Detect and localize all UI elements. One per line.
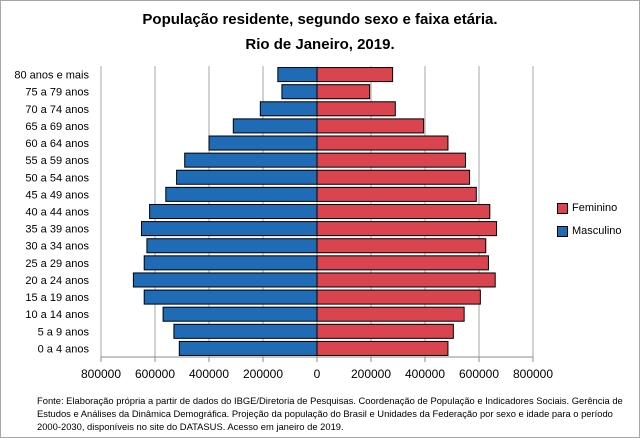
bar-feminino <box>316 101 396 117</box>
category-label: 45 a 49 anos <box>25 189 89 201</box>
source-note: Fonte: Elaboração própria a partir de da… <box>37 395 623 432</box>
x-tick-label: 600000 <box>135 367 175 381</box>
bar-masculino <box>208 135 318 151</box>
legend-label-masculino: Masculino <box>572 225 622 237</box>
bars <box>132 67 498 356</box>
x-tick-label: 600000 <box>459 367 499 381</box>
bar-masculino <box>146 238 318 254</box>
bar-masculino <box>162 306 318 322</box>
x-tick-label: 400000 <box>189 367 229 381</box>
bar-masculino <box>173 323 318 339</box>
category-labels: 0 a 4 anos 5 a 9 anos 10 a 14 anos 15 a 19 … <box>14 70 89 356</box>
legend-swatch-feminino <box>557 202 568 214</box>
bar-feminino <box>316 306 465 322</box>
category-label: 20 a 24 anos <box>25 275 89 287</box>
x-tick-label: 800000 <box>513 367 553 381</box>
bar-masculino <box>178 340 318 356</box>
bar-feminino <box>316 152 466 168</box>
bar-masculino <box>259 101 318 117</box>
legend-item-feminino: Feminino <box>557 201 617 215</box>
bar-feminino <box>316 238 487 254</box>
legend-swatch-masculino <box>557 225 568 237</box>
x-tick-label: 200000 <box>243 367 283 381</box>
bar-masculino <box>232 118 318 134</box>
category-label: 5 a 9 anos <box>38 326 90 338</box>
bar-feminino <box>316 169 471 185</box>
bar-feminino <box>316 255 489 271</box>
bar-masculino <box>277 67 318 83</box>
bar-masculino <box>143 289 318 305</box>
x-tick-label: 400000 <box>405 367 445 381</box>
bar-masculino <box>149 203 318 220</box>
bar-feminino <box>316 186 477 202</box>
category-label: 35 a 39 anos <box>25 224 89 236</box>
bar-masculino <box>141 221 318 237</box>
bar-feminino <box>316 203 491 220</box>
bar-masculino <box>176 169 318 185</box>
x-tick-label: 200000 <box>351 367 391 381</box>
category-label: 30 a 34 anos <box>25 241 89 253</box>
bar-masculino <box>132 272 318 288</box>
category-label: 80 anos e mais <box>14 70 89 82</box>
bar-masculino <box>184 152 318 168</box>
category-label: 25 a 29 anos <box>25 258 89 270</box>
pyramid-chart: 0 a 4 anos 5 a 9 anos 10 a 14 anos 15 a 19 … <box>14 66 553 381</box>
tick-labels: 800000 600000 400000 200000 0 200000 400000 600… <box>81 367 553 381</box>
category-label: 70 a 74 anos <box>25 104 89 116</box>
bar-feminino <box>316 67 394 83</box>
category-label: 65 a 69 anos <box>25 121 89 133</box>
category-label: 75 a 79 anos <box>25 87 89 99</box>
bar-feminino <box>316 272 496 288</box>
category-label: 0 a 4 anos <box>38 343 90 355</box>
bar-feminino <box>316 221 498 237</box>
category-label: 15 a 19 anos <box>25 292 89 304</box>
bar-feminino <box>316 118 425 134</box>
category-label: 10 a 14 anos <box>25 309 89 321</box>
bar-masculino <box>281 84 318 100</box>
legend-label-feminino: Feminino <box>572 202 618 214</box>
category-label: 60 a 64 anos <box>25 138 89 150</box>
bar-masculino <box>165 186 318 202</box>
category-label: 55 a 59 anos <box>25 155 89 167</box>
bar-feminino <box>316 84 371 100</box>
bar-feminino <box>316 289 481 305</box>
x-tick-label: 0 <box>314 367 321 381</box>
bar-feminino <box>316 340 449 356</box>
category-label: 50 a 54 anos <box>25 172 89 184</box>
legend-item-masculino: Masculino <box>557 224 622 238</box>
chart-title: População residente, segundo sexo e faix… <box>142 11 498 28</box>
bar-feminino <box>316 323 454 339</box>
x-tick-label: 800000 <box>81 367 121 381</box>
bar-feminino <box>316 135 449 151</box>
category-label: 40 a 44 anos <box>25 207 89 219</box>
chart-subtitle: Rio de Janeiro, 2019. <box>245 36 395 53</box>
bar-masculino <box>143 255 318 271</box>
